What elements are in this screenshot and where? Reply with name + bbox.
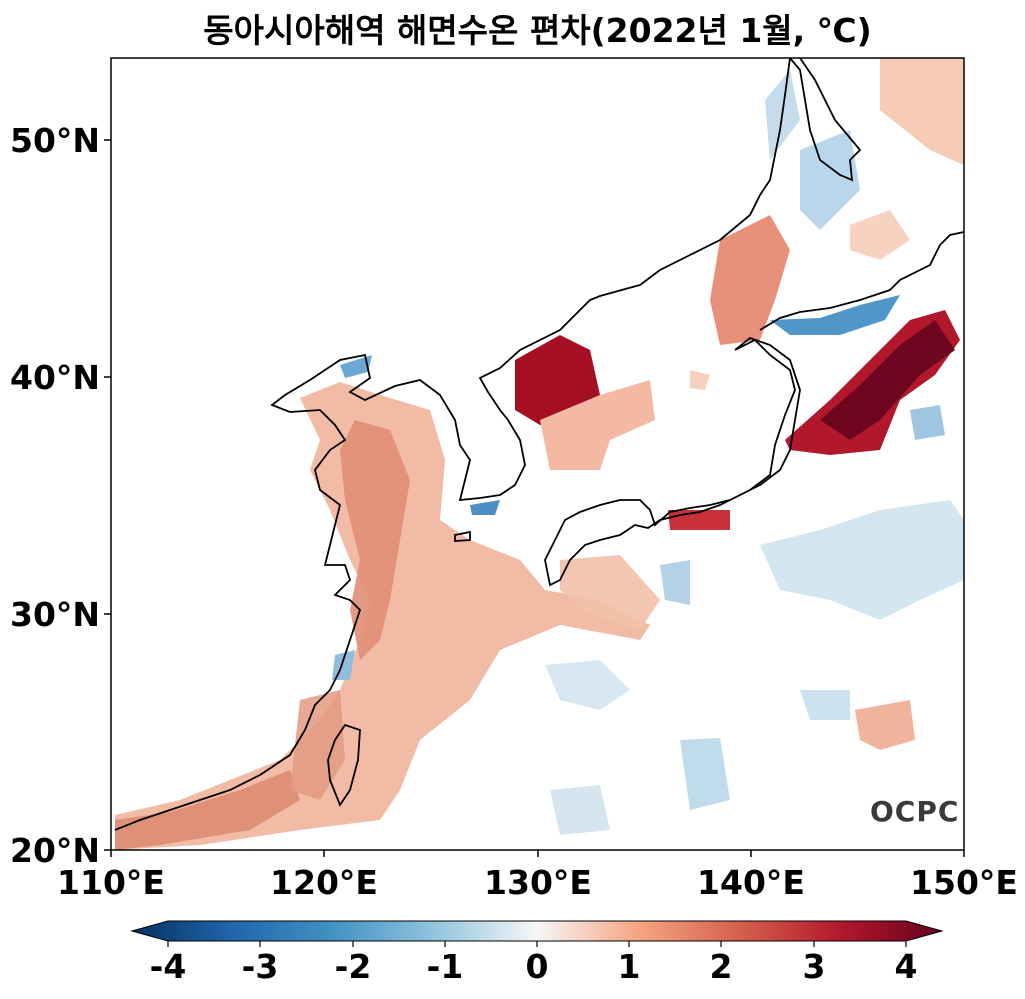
warm-patch-hokkaido xyxy=(690,370,710,390)
cold-anomaly-bohai xyxy=(340,355,372,378)
coastline-japan xyxy=(544,336,801,587)
colorbar-tick-3: 3 xyxy=(802,947,826,986)
warm-core-south xyxy=(115,770,300,850)
warm-anomaly-east-sea-mid xyxy=(540,380,655,470)
coastlines xyxy=(114,58,964,831)
cold-anomaly-ogasawara xyxy=(800,690,850,720)
cold-anomaly-kuroshio-east xyxy=(910,405,945,440)
warm-patch-northeast xyxy=(880,58,964,165)
x-tick-label-110e: 110°E xyxy=(57,863,165,902)
cold-anomaly-jeju xyxy=(470,500,500,515)
y-tick-label-20n: 20°N xyxy=(10,831,101,870)
x-tick-label-140e: 140°E xyxy=(697,863,805,902)
warm-ecs-east xyxy=(560,555,660,630)
map-title: 동아시아해역 해면수온 편차(2022년 1월, ℃) xyxy=(203,11,872,50)
axis-ticks xyxy=(104,139,965,857)
warm-core-taiwan xyxy=(290,690,345,800)
warm-patch-east xyxy=(850,210,910,260)
coastline-china-korea xyxy=(114,58,791,831)
warm-patch-far-east xyxy=(855,700,915,750)
anomaly-field xyxy=(111,58,964,850)
y-tick-label-40n: 40°N xyxy=(10,358,101,397)
colorbar-tick-neg3: -3 xyxy=(241,947,279,986)
colorbar-tick-neg2: -2 xyxy=(334,947,372,986)
warm-core-kuroshio xyxy=(820,320,955,440)
warm-core-yellow-sea xyxy=(340,420,410,660)
coastline-taiwan xyxy=(327,723,361,807)
y-tick-label-50n: 50°N xyxy=(10,121,101,160)
cold-anomaly-pacific-south2 xyxy=(550,785,610,835)
x-tick-label-130e: 130°E xyxy=(484,863,592,902)
cold-anomaly-pacific-east xyxy=(760,500,964,620)
colorbar-tick-neg4: -4 xyxy=(149,947,187,986)
colorbar-tick-2: 2 xyxy=(709,947,733,986)
colorbar xyxy=(130,920,944,947)
x-tick-label-120e: 120°E xyxy=(270,863,378,902)
cold-anomaly-shikoku xyxy=(660,560,690,605)
coastline-jeju xyxy=(454,530,471,542)
cold-anomaly-tsugaru xyxy=(770,295,900,335)
coastline-hokkaido xyxy=(759,231,964,331)
cold-anomaly-sakhalin xyxy=(800,130,860,230)
colorbar-tick-neg1: -1 xyxy=(426,947,464,986)
warm-anomaly-east-sea-north xyxy=(710,215,790,345)
cold-anomaly-pacific-mid xyxy=(545,660,630,710)
colorbar-tick-1: 1 xyxy=(617,947,641,986)
colorbar-tick-4: 4 xyxy=(894,947,918,986)
coastline-sakhalin xyxy=(789,58,862,182)
cold-anomaly-pacific-south xyxy=(680,738,730,810)
y-tick-label-30n: 30°N xyxy=(10,595,101,634)
ocpc-logo: OCPC xyxy=(870,795,960,828)
x-tick-label-150e: 150°E xyxy=(910,863,1018,902)
colorbar-tick-0: 0 xyxy=(525,947,549,986)
warm-anomaly-east-sea-west xyxy=(515,335,600,425)
